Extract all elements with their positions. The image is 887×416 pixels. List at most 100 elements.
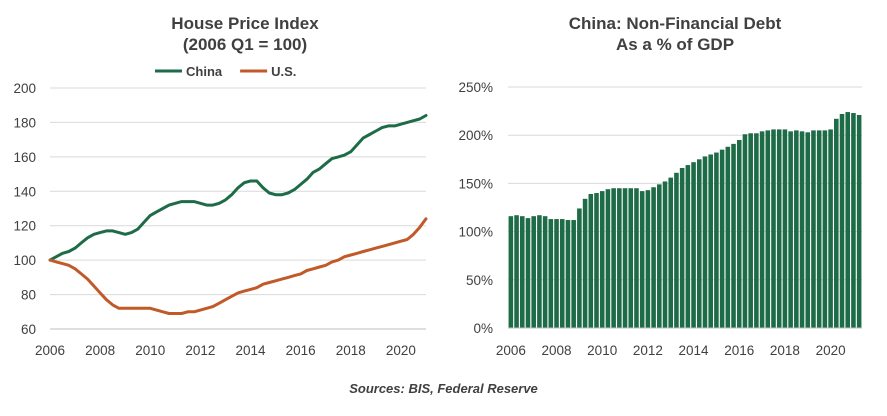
bar <box>645 190 651 328</box>
bar <box>845 112 851 328</box>
bar <box>531 216 536 328</box>
y-tick-label: 200 <box>13 81 36 96</box>
x-tick-label: 2012 <box>185 343 215 358</box>
bar <box>525 218 531 328</box>
bar <box>748 133 753 328</box>
x-tick-label: 2014 <box>236 343 267 358</box>
bar <box>639 191 645 328</box>
x-tick-label: 2010 <box>587 343 617 358</box>
bar <box>776 129 782 328</box>
bar <box>742 134 748 328</box>
y-tick-label: 100% <box>458 225 493 240</box>
x-tick-label: 2016 <box>724 343 754 358</box>
x-tick-label: 2012 <box>633 343 663 358</box>
bar <box>571 220 576 328</box>
bar <box>537 215 542 328</box>
bar <box>508 216 514 328</box>
bar <box>519 216 525 328</box>
y-tick-label: 150% <box>458 176 493 191</box>
y-tick-label: 60 <box>21 322 36 337</box>
bar <box>856 114 862 329</box>
bar <box>702 156 708 328</box>
bar <box>554 219 559 328</box>
bar <box>822 130 828 328</box>
series-line-china <box>48 114 428 262</box>
bar <box>577 208 582 328</box>
debt-bar-chart: 0% 50% 100% 150% 200% 250% 2006 2008 2010 2012 201… <box>458 80 862 358</box>
bar <box>828 129 833 328</box>
house-price-line-chart: 60 80 100 120 140 160 180 200 2006 2008 2010 2012 20… <box>13 64 428 358</box>
x-tick-label: 2020 <box>386 343 416 358</box>
bar <box>668 177 674 328</box>
bar <box>594 193 599 328</box>
bar <box>662 181 668 328</box>
bar <box>691 162 696 328</box>
bar <box>805 132 811 328</box>
title-line-2: (2006 Q1 = 100) <box>182 35 308 54</box>
bar <box>696 159 702 328</box>
bar <box>714 152 719 328</box>
bar <box>617 188 622 328</box>
bar <box>674 172 679 328</box>
bar <box>725 146 731 328</box>
bar <box>599 191 605 328</box>
bar <box>759 131 765 328</box>
bar <box>765 130 771 328</box>
bar <box>736 140 742 328</box>
bar <box>834 118 839 328</box>
y-tick-label: 250% <box>458 80 493 95</box>
x-tick-label: 2006 <box>35 343 65 358</box>
y-tick-label: 120 <box>13 219 36 234</box>
y-tick-label: 140 <box>13 184 36 199</box>
y-tick-label: 100 <box>13 253 36 268</box>
legend-label-china: China <box>186 64 223 79</box>
x-tick-label: 2006 <box>496 343 526 358</box>
y-tick-label: 80 <box>21 288 36 303</box>
bar <box>851 113 856 328</box>
bar <box>588 194 594 328</box>
bar <box>582 198 588 328</box>
x-tick-label: 2016 <box>286 343 316 358</box>
bar <box>754 133 759 328</box>
bar <box>788 131 793 328</box>
title-line-1: House Price Index <box>171 14 319 33</box>
y-tick-label: 0% <box>473 321 493 336</box>
y-tick-label: 50% <box>466 273 493 288</box>
bar <box>771 129 776 328</box>
x-tick-label: 2014 <box>679 343 710 358</box>
bar <box>611 188 616 328</box>
bar <box>839 113 845 329</box>
source-note: Sources: BIS, Federal Reserve <box>349 381 538 396</box>
y-tick-label: 200% <box>458 128 493 143</box>
x-tick-label: 2008 <box>85 343 115 358</box>
bar <box>542 216 548 328</box>
x-tick-label: 2018 <box>770 343 800 358</box>
bar <box>651 187 656 328</box>
bar <box>708 154 713 328</box>
legend-label-u-s: U.S. <box>271 64 296 79</box>
bar <box>628 188 634 328</box>
bar <box>634 188 639 328</box>
bar <box>794 130 799 328</box>
bar <box>605 189 611 328</box>
bar <box>799 131 805 328</box>
title-line-2: As a % of GDP <box>615 35 735 54</box>
bar <box>811 130 816 328</box>
y-tick-label: 180 <box>13 115 36 130</box>
bar <box>816 130 822 328</box>
bar <box>719 149 725 328</box>
bar <box>548 219 554 328</box>
x-tick-label: 2018 <box>336 343 366 358</box>
bar <box>782 129 788 328</box>
house-price-chart-title: House Price Index (2006 Q1 = 100) <box>40 13 450 55</box>
bar <box>731 143 736 328</box>
bar <box>685 165 691 328</box>
bar <box>622 188 628 328</box>
title-line-1: China: Non-Financial Debt <box>568 14 782 33</box>
x-tick-label: 2020 <box>816 343 846 358</box>
debt-chart-title: China: Non-Financial Debt As a % of GDP <box>470 13 880 55</box>
bar <box>559 219 565 328</box>
series-line-u-s <box>48 217 428 315</box>
y-tick-label: 160 <box>13 150 36 165</box>
